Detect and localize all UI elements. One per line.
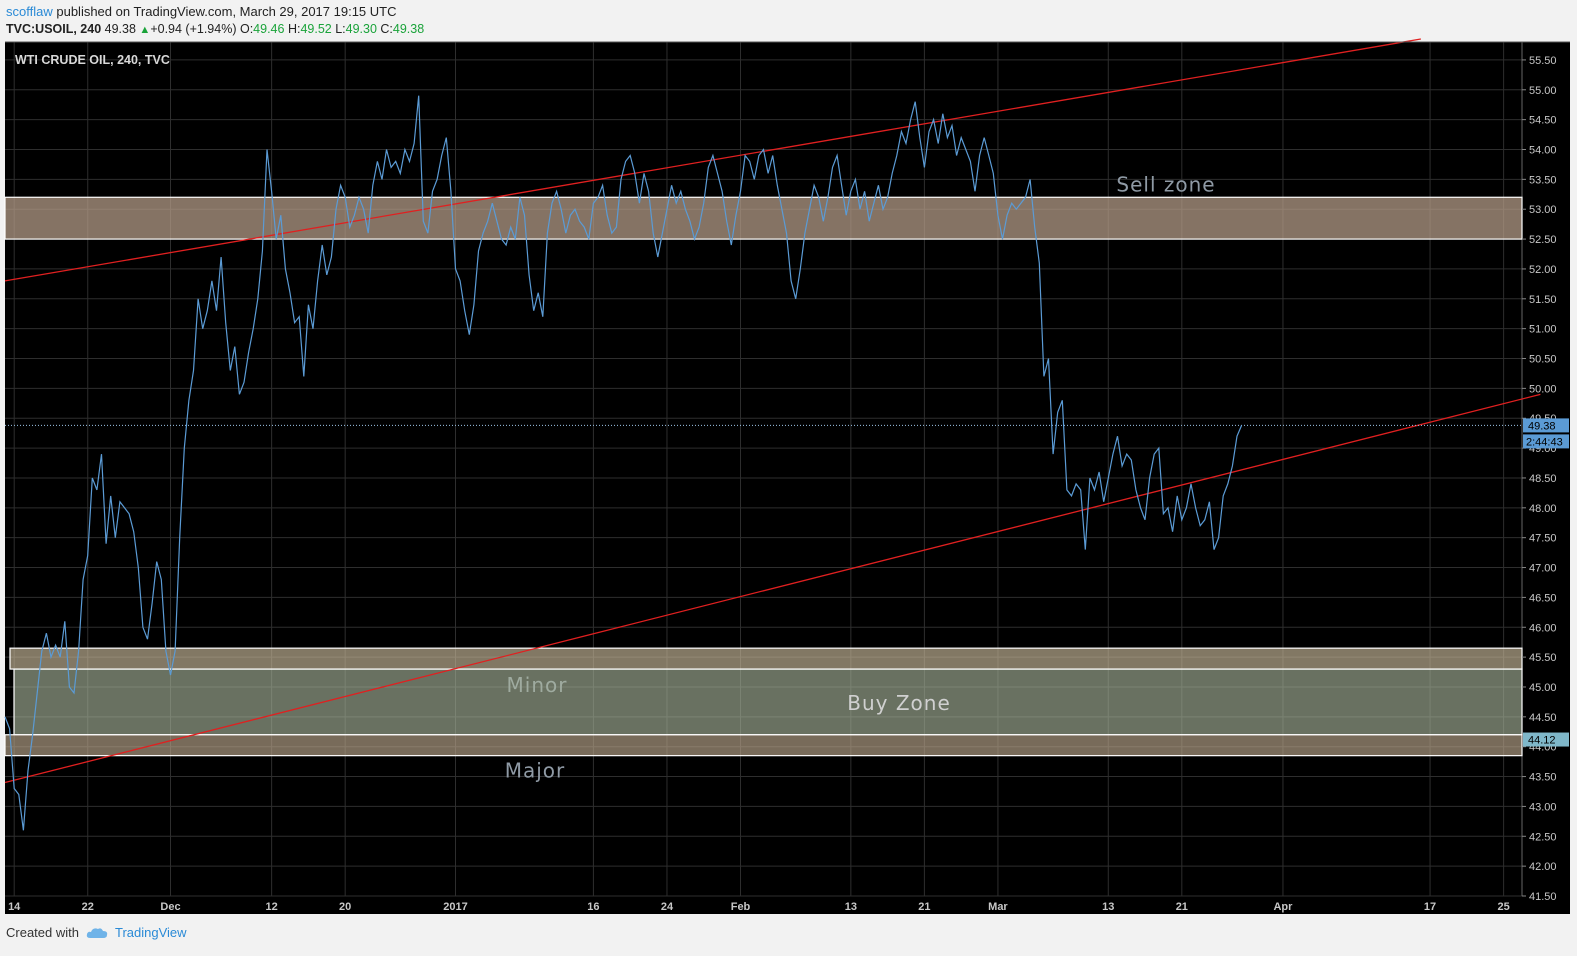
close-label: C:	[380, 22, 393, 36]
last-price: 49.38	[104, 22, 136, 36]
low-value: 49.30	[345, 22, 377, 36]
y-tick-label: 50.50	[1529, 354, 1557, 366]
y-tick-label: 48.50	[1529, 473, 1557, 485]
y-tick-label: 53.00	[1529, 204, 1557, 216]
y-tick-label: 43.50	[1529, 772, 1557, 784]
y-tick-label: 48.00	[1529, 503, 1557, 515]
zone-label: Buy Zone	[847, 691, 951, 715]
time-axis[interactable]	[5, 896, 1522, 914]
y-tick-label: 46.50	[1529, 592, 1557, 604]
x-tick-label: 13	[845, 901, 857, 913]
zone-box	[13, 668, 1523, 736]
y-tick-label: 47.00	[1529, 563, 1557, 575]
x-tick-label: Apr	[1273, 901, 1293, 913]
x-axis-labels: 14 22 Dec 12 20 2017 16 24 Feb 13 21 Mar 13 21 Apr 17 25	[8, 901, 1510, 913]
x-tick-label: 21	[918, 901, 930, 913]
y-tick-label: 45.00	[1529, 682, 1557, 694]
author-link[interactable]: scofflaw	[6, 4, 53, 19]
cloud-icon	[86, 927, 108, 938]
zone-box	[4, 734, 1523, 757]
price-line	[4, 95, 1243, 831]
zone-label: Sell zone	[1116, 172, 1215, 196]
tradingview-link[interactable]: TradingView	[114, 925, 187, 940]
y-tick-label: 54.00	[1529, 144, 1557, 156]
y-tick-label: 41.50	[1529, 891, 1557, 903]
zone-price-badge-text: 44.12	[1528, 735, 1556, 747]
up-arrow-icon: ▲	[139, 24, 151, 36]
x-tick-label: 2017	[443, 901, 467, 913]
trendline	[4, 38, 1421, 282]
countdown-badge	[1523, 434, 1569, 449]
zone-label: Major	[505, 759, 566, 783]
zone-box	[4, 196, 1523, 240]
x-tick-label: Feb	[731, 901, 751, 913]
series-layer	[4, 95, 1243, 831]
y-tick-label: 50.00	[1529, 383, 1557, 395]
x-tick-label: 20	[339, 901, 351, 913]
y-tick-label: 54.50	[1529, 115, 1557, 127]
x-tick-label: 12	[265, 901, 277, 913]
low-label: L:	[335, 22, 346, 36]
y-tick-label: 42.50	[1529, 831, 1557, 843]
x-tick-label: 25	[1497, 901, 1509, 913]
high-value: 49.52	[300, 22, 332, 36]
last-price-badge-text: 49.38	[1528, 420, 1556, 432]
x-tick-label: 17	[1424, 901, 1436, 913]
y-tick-label: 51.00	[1529, 324, 1557, 336]
last-price-badge	[1523, 418, 1569, 433]
trendline	[4, 393, 1541, 784]
high-label: H:	[287, 22, 301, 36]
y-tick-label: 53.50	[1529, 174, 1557, 186]
y-tick-label: 42.00	[1529, 861, 1557, 873]
y-tick-label: 52.50	[1529, 234, 1557, 246]
x-tick-label: Dec	[160, 901, 180, 913]
footer: Created with TradingView	[6, 925, 187, 940]
published-text: published on TradingView.com, March 29, …	[56, 4, 397, 19]
y-tick-label: 52.00	[1529, 264, 1557, 276]
close-value: 49.38	[392, 22, 425, 36]
zone-box	[9, 647, 1523, 670]
chart-title: WTI CRUDE OIL, 240, TVC	[15, 53, 170, 67]
x-tick-label: 16	[587, 901, 599, 913]
countdown-badge-text: 2:44:43	[1526, 436, 1563, 448]
symbol-label: TVC:USOIL, 240	[6, 22, 102, 36]
trendlines-layer	[4, 38, 1541, 784]
x-tick-label: Mar	[988, 901, 1008, 913]
open-value: 49.46	[253, 22, 285, 36]
publish-info: scofflaw published on TradingView.com, M…	[6, 4, 397, 19]
x-tick-label: 21	[1176, 901, 1188, 913]
ohlc-bar: TVC:USOIL, 240 49.38 ▲+0.94 (+1.94%) O:4…	[6, 22, 424, 36]
x-tick-label: 14	[8, 901, 21, 913]
price-change: +0.94 (+1.94%)	[150, 22, 237, 36]
y-tick-label: 43.00	[1529, 801, 1557, 813]
x-tick-label: 24	[661, 901, 674, 913]
x-tick-label: 22	[82, 901, 94, 913]
zone-price-badge	[1523, 732, 1569, 747]
y-tick-label: 55.00	[1529, 85, 1557, 97]
y-tick-label: 47.50	[1529, 533, 1557, 545]
price-axis[interactable]	[1522, 42, 1570, 914]
y-tick-label: 51.50	[1529, 294, 1557, 306]
y-tick-label: 55.50	[1529, 55, 1557, 67]
x-tick-label: 13	[1102, 901, 1114, 913]
y-tick-label: 46.00	[1529, 622, 1557, 634]
y-tick-label: 44.50	[1529, 712, 1557, 724]
open-label: O:	[239, 22, 254, 36]
y-axis-labels: 41.5042.0042.5043.0043.5044.0044.5045.00…	[1522, 55, 1569, 903]
created-with-text: Created with	[6, 925, 79, 940]
y-tick-label: 45.50	[1529, 652, 1557, 664]
